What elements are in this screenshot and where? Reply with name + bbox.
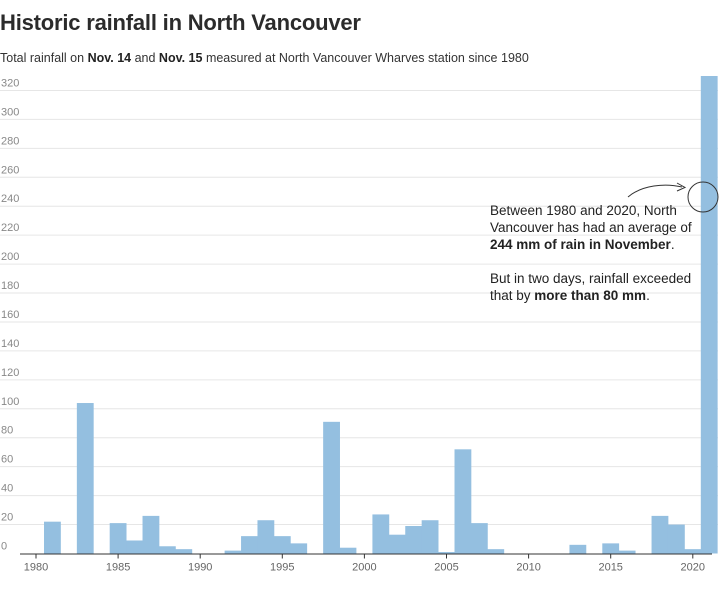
y-tick-label: 280 [1, 135, 19, 147]
x-tick-label: 2020 [681, 562, 705, 574]
bar-2007 [470, 523, 488, 554]
bar-2020 [684, 549, 702, 554]
bar-1995 [273, 536, 291, 554]
subtitle-text-3: measured at North Vancouver Wharves stat… [202, 51, 529, 65]
bar-1983 [76, 403, 94, 554]
x-tick-label: 1985 [106, 562, 130, 574]
annotation-bold-1: 244 mm of rain in November [490, 237, 671, 252]
annotation-bold-2: more than 80 mm [534, 288, 647, 303]
highlight-circle [687, 181, 719, 213]
y-tick-label: 80 [1, 425, 13, 437]
y-tick-label: 0 [1, 541, 7, 553]
y-tick-label: 220 [1, 222, 19, 234]
bar-1994 [257, 520, 275, 554]
annotation-arrowhead [676, 182, 687, 192]
annotation-text-3: But in two days, rainfall exceeded that … [490, 271, 692, 303]
bar-1992 [224, 550, 242, 554]
bar-2021 [700, 76, 718, 554]
chart-title: Historic rainfall in North Vancouver [0, 10, 361, 35]
chart-subtitle: Total rainfall on Nov. 14 and Nov. 15 me… [0, 51, 529, 65]
annotation-text-2: . [670, 237, 675, 252]
y-tick-label: 20 [1, 512, 13, 524]
annotation-text-4: . [646, 288, 650, 303]
subtitle-date-1: Nov. 14 [87, 51, 132, 65]
x-tick-label: 1980 [24, 562, 48, 574]
bar-1993 [241, 536, 258, 554]
bar-2006 [454, 449, 472, 554]
bar-2003 [405, 526, 423, 554]
x-tick-label: 2015 [598, 562, 622, 574]
annotation-paragraph-1: Between 1980 and 2020, North Vancouver h… [490, 202, 695, 253]
bar-2015 [602, 543, 620, 554]
bar-1996 [290, 543, 308, 554]
x-tick-label: 2010 [516, 562, 540, 574]
y-tick-label: 180 [1, 280, 19, 292]
bar-1981 [44, 521, 61, 554]
bar-2013 [569, 544, 587, 554]
y-tick-label: 200 [1, 251, 19, 263]
x-tick-label: 2000 [352, 562, 376, 574]
annotation-text: Between 1980 and 2020, North Vancouver h… [490, 202, 695, 321]
bar-2002 [388, 534, 406, 554]
annotation-text-1: Between 1980 and 2020, North Vancouver h… [490, 203, 692, 235]
subtitle-date-2: Nov. 15 [158, 51, 203, 65]
bar-1988 [158, 546, 176, 554]
bar-1999 [339, 547, 357, 554]
bar-2001 [372, 514, 390, 554]
bar-1985 [109, 523, 127, 554]
annotation-paragraph-2: But in two days, rainfall exceeded that … [490, 270, 695, 304]
bar-2008 [487, 549, 505, 554]
y-tick-label: 60 [1, 454, 13, 466]
y-tick-label: 120 [1, 367, 19, 379]
bar-1986 [126, 540, 143, 554]
annotation-arrow [627, 184, 683, 198]
y-tick-label: 300 [1, 106, 19, 118]
y-tick-label: 320 [1, 77, 19, 89]
y-tick-label: 100 [1, 396, 19, 408]
subtitle-text-2: and [131, 51, 159, 65]
x-tick-label: 1995 [270, 562, 294, 574]
subtitle-text-1: Total rainfall on [0, 51, 88, 65]
y-tick-label: 40 [1, 483, 13, 495]
bar-1987 [142, 515, 160, 554]
x-tick-label: 2005 [434, 562, 458, 574]
gridlines: 0 20 40 60 80 100 120 140 160 180 200 220 240 260 280 3… [0, 77, 718, 553]
bar-2018 [651, 515, 669, 554]
y-tick-label: 260 [1, 164, 19, 176]
bar-2016 [618, 550, 636, 554]
annotation-callout [627, 181, 719, 213]
bar-2019 [667, 524, 685, 554]
bars [44, 76, 718, 554]
y-tick-label: 160 [1, 309, 19, 321]
x-axis: 1980 1985 1990 1995 2000 2005 2010 2015 2020 [20, 553, 712, 574]
y-tick-label: 240 [1, 193, 19, 205]
bar-1989 [175, 549, 193, 554]
y-tick-label: 140 [1, 338, 19, 350]
bar-1998 [323, 421, 340, 554]
bar-2004 [421, 520, 439, 554]
x-tick-label: 1990 [188, 562, 212, 574]
bar-2005 [438, 552, 455, 554]
